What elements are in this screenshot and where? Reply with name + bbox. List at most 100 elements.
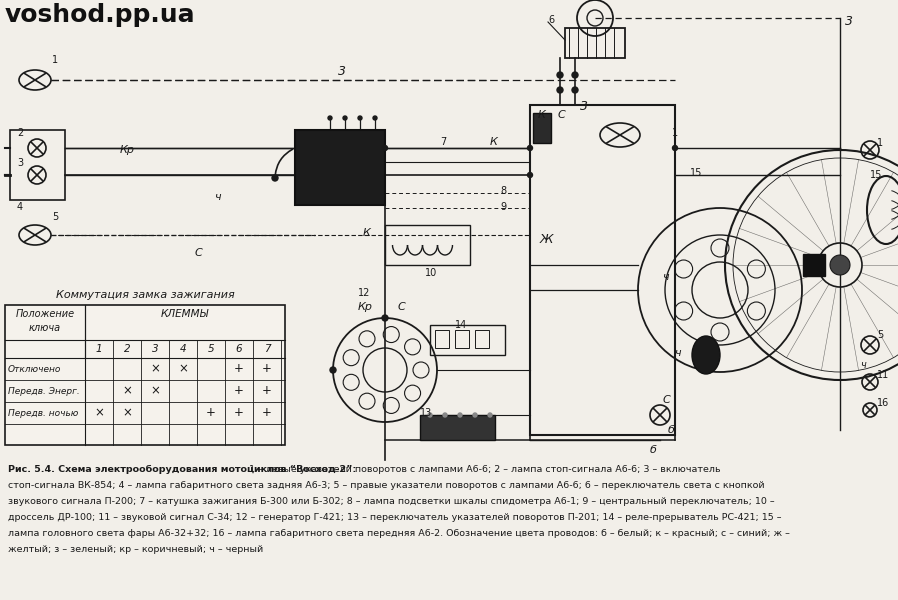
Text: 5: 5 [52, 212, 58, 222]
Text: +: + [262, 362, 272, 376]
Text: 6: 6 [235, 344, 242, 354]
Text: ×: × [150, 362, 160, 376]
Circle shape [557, 87, 563, 93]
Text: К: К [363, 228, 371, 238]
FancyBboxPatch shape [435, 330, 449, 348]
FancyBboxPatch shape [385, 225, 470, 265]
Circle shape [343, 116, 347, 120]
Circle shape [572, 72, 578, 78]
Circle shape [488, 413, 492, 417]
Circle shape [358, 116, 362, 120]
Text: ч: ч [675, 348, 682, 358]
Text: 14: 14 [455, 320, 467, 330]
Text: 4: 4 [17, 202, 23, 212]
Text: 7: 7 [440, 137, 446, 147]
Text: ×: × [94, 407, 104, 419]
Text: б: б [650, 445, 656, 455]
Circle shape [383, 145, 388, 151]
Circle shape [328, 116, 332, 120]
Text: 11: 11 [877, 370, 889, 380]
FancyBboxPatch shape [455, 330, 469, 348]
Circle shape [330, 367, 336, 373]
Text: К: К [538, 110, 546, 120]
Text: 2: 2 [17, 128, 23, 138]
Text: звукового сигнала П-200; 7 – катушка зажигания Б-300 или Б-302; 8 – лампа подсве: звукового сигнала П-200; 7 – катушка заж… [8, 497, 775, 506]
Text: К: К [490, 137, 497, 147]
Text: +: + [234, 385, 244, 397]
Text: ×: × [150, 385, 160, 397]
Text: 8: 8 [500, 186, 506, 196]
Circle shape [382, 315, 388, 321]
FancyBboxPatch shape [803, 254, 825, 276]
FancyBboxPatch shape [533, 113, 551, 143]
Circle shape [673, 145, 677, 151]
Text: +: + [262, 407, 272, 419]
FancyBboxPatch shape [295, 130, 385, 205]
Circle shape [428, 413, 432, 417]
Text: ×: × [178, 362, 188, 376]
Text: 12: 12 [358, 288, 370, 298]
Circle shape [572, 87, 578, 93]
Text: ч: ч [215, 192, 222, 202]
Circle shape [272, 175, 278, 181]
Circle shape [458, 413, 462, 417]
Text: С: С [558, 110, 566, 120]
Text: Передв. ночью: Передв. ночью [8, 409, 78, 418]
Text: 3: 3 [338, 65, 346, 78]
Text: +: + [234, 407, 244, 419]
Text: 15: 15 [690, 168, 702, 178]
Circle shape [527, 145, 533, 151]
Text: 6: 6 [548, 15, 554, 25]
Text: желтый; з – зеленый; кр – коричневый; ч – черный: желтый; з – зеленый; кр – коричневый; ч … [8, 545, 263, 554]
Text: 2: 2 [124, 344, 130, 354]
Text: Отключено: Отключено [8, 364, 61, 373]
Text: б: б [668, 425, 675, 435]
Text: 1 – левые указатели поворотов с лампами А6-6; 2 – лампа стоп-сигнала А6-6; 3 – в: 1 – левые указатели поворотов с лампами … [246, 465, 720, 474]
Text: С: С [398, 302, 406, 312]
Text: Коммутация замка зажигания: Коммутация замка зажигания [56, 290, 234, 300]
Text: 1: 1 [672, 128, 678, 138]
Text: +: + [206, 407, 216, 419]
Text: 9: 9 [500, 202, 506, 212]
Text: ч: ч [663, 272, 670, 282]
Text: 7: 7 [264, 344, 270, 354]
Text: +: + [262, 385, 272, 397]
FancyBboxPatch shape [420, 415, 495, 440]
Text: лампа головного света фары А6-32+32; 16 – лампа габаритного света передняя А6-2.: лампа головного света фары А6-32+32; 16 … [8, 529, 790, 538]
Text: 5: 5 [877, 330, 884, 340]
Text: ключа: ключа [29, 323, 61, 333]
Circle shape [527, 173, 533, 178]
FancyBboxPatch shape [530, 105, 675, 435]
Text: Рис. 5.4. Схема электрооборудования мотоциклов “Восход-2”:: Рис. 5.4. Схема электрооборудования мото… [8, 465, 357, 474]
Text: Кр: Кр [358, 302, 373, 312]
Text: voshod.pp.ua: voshod.pp.ua [5, 3, 196, 27]
Text: Кр: Кр [120, 145, 135, 155]
FancyBboxPatch shape [10, 130, 65, 200]
Text: 3: 3 [17, 158, 23, 168]
FancyBboxPatch shape [5, 305, 285, 445]
FancyBboxPatch shape [475, 330, 489, 348]
Text: 16: 16 [877, 398, 889, 408]
Text: ×: × [122, 385, 132, 397]
Circle shape [830, 255, 850, 275]
Text: 4: 4 [180, 344, 186, 354]
Text: С: С [663, 395, 671, 405]
Text: 15: 15 [870, 170, 883, 180]
Text: Ж: Ж [540, 233, 553, 246]
Text: дроссель ДР-100; 11 – звуковой сигнал С-34; 12 – генератор Г-421; 13 – переключа: дроссель ДР-100; 11 – звуковой сигнал С-… [8, 513, 781, 522]
Circle shape [473, 413, 477, 417]
Text: С: С [195, 248, 203, 258]
Text: 10: 10 [425, 268, 437, 278]
Text: 1: 1 [877, 138, 883, 148]
Text: 3: 3 [580, 100, 588, 113]
Text: 5: 5 [207, 344, 215, 354]
Ellipse shape [692, 336, 720, 374]
Text: 3: 3 [845, 15, 853, 28]
FancyBboxPatch shape [430, 325, 505, 355]
Text: 3: 3 [152, 344, 158, 354]
Text: ч: ч [860, 360, 866, 370]
Text: +: + [234, 362, 244, 376]
Text: Положение: Положение [15, 309, 75, 319]
Text: стоп-сигнала ВК-854; 4 – лампа габаритного света задняя А6-3; 5 – правые указате: стоп-сигнала ВК-854; 4 – лампа габаритно… [8, 481, 764, 490]
Text: 13: 13 [420, 408, 432, 418]
